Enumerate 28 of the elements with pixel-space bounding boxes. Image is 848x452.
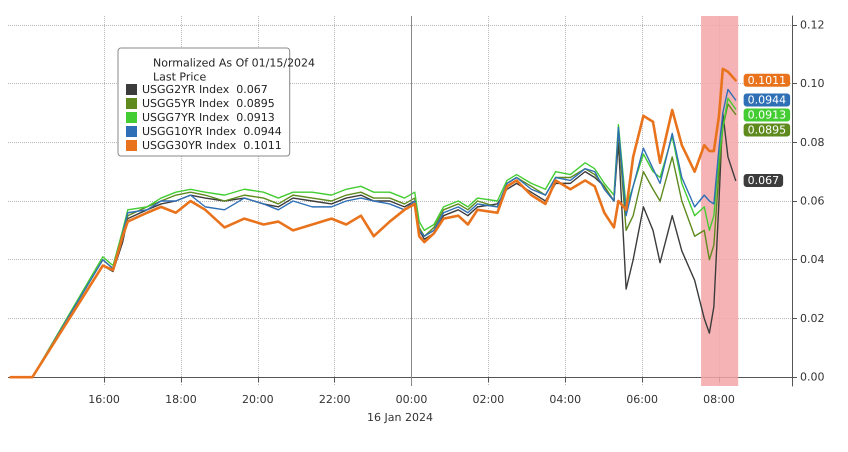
data-label: 0.067 [748, 174, 780, 187]
legend-label: USGG10YR Index 0.0944 [142, 125, 282, 138]
y-tick-label: 0.00 [800, 370, 824, 384]
data-label: 0.0944 [748, 93, 786, 106]
x-tick-label: 16:00 [88, 393, 120, 406]
x-tick-label: 20:00 [242, 393, 274, 406]
y-tick-label: 0.12 [800, 18, 824, 32]
y-tick-label: 0.08 [800, 136, 824, 149]
data-label: 0.0913 [748, 108, 786, 122]
y-tick-label: 0.02 [800, 312, 824, 325]
x-axis-title: 16 Jan 2024 [367, 411, 433, 424]
x-tick-label: 22:00 [318, 393, 351, 406]
x-tick-label: 04:00 [549, 393, 582, 406]
legend-label: USGG7YR Index 0.0913 [142, 111, 275, 124]
x-tick-label: 02:00 [472, 393, 504, 406]
x-tick-label: 06:00 [626, 393, 658, 406]
y-tick-label: 0.10 [800, 77, 824, 90]
y-tick-label: 0.06 [800, 194, 824, 208]
data-label: 0.0895 [748, 123, 786, 136]
legend-label: USGG30YR Index 0.1011 [142, 139, 282, 152]
legend-label: USGG5YR Index 0.0895 [142, 97, 275, 110]
legend-label: USGG2YR Index 0.067 [142, 83, 268, 96]
data-label: 0.1011 [748, 74, 786, 87]
legend-title: Normalized As Of 01/15/2024 Last Price [153, 56, 316, 84]
x-tick-label: 00:00 [396, 393, 428, 406]
y-tick-label: 0.04 [800, 253, 824, 266]
x-tick-label: 08:00 [703, 393, 735, 406]
x-tick-label: 18:00 [165, 393, 197, 406]
